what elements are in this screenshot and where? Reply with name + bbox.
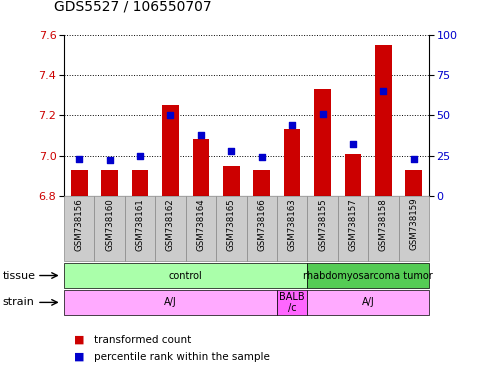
- Text: GSM738163: GSM738163: [287, 198, 297, 250]
- Point: [227, 147, 235, 154]
- Bar: [368, 196, 398, 261]
- Bar: [64, 196, 95, 261]
- Text: transformed count: transformed count: [94, 335, 191, 345]
- Text: GSM738155: GSM738155: [318, 198, 327, 250]
- Point: [258, 154, 266, 160]
- Point: [410, 156, 418, 162]
- Text: GSM738158: GSM738158: [379, 198, 388, 250]
- Bar: [125, 196, 155, 261]
- Text: GSM738157: GSM738157: [349, 198, 357, 250]
- Bar: [277, 290, 307, 315]
- Bar: [216, 196, 246, 261]
- Text: control: control: [169, 270, 203, 281]
- Point: [288, 122, 296, 128]
- Bar: [246, 196, 277, 261]
- Bar: [405, 170, 422, 196]
- Text: tissue: tissue: [2, 270, 35, 281]
- Bar: [284, 129, 300, 196]
- Text: GSM738166: GSM738166: [257, 198, 266, 250]
- Text: GSM738164: GSM738164: [196, 198, 206, 250]
- Bar: [95, 196, 125, 261]
- Text: GSM738161: GSM738161: [136, 198, 144, 250]
- Bar: [155, 196, 186, 261]
- Text: ■: ■: [74, 335, 84, 345]
- Bar: [398, 196, 429, 261]
- Bar: [223, 166, 240, 196]
- Bar: [338, 196, 368, 261]
- Point: [75, 156, 83, 162]
- Bar: [277, 196, 307, 261]
- Point: [349, 141, 357, 147]
- Point: [197, 131, 205, 137]
- Point: [106, 157, 113, 164]
- Text: GDS5527 / 106550707: GDS5527 / 106550707: [54, 0, 212, 13]
- Text: GSM738156: GSM738156: [75, 198, 84, 250]
- Text: GSM738165: GSM738165: [227, 198, 236, 250]
- Bar: [193, 139, 209, 196]
- Bar: [307, 263, 429, 288]
- Bar: [132, 170, 148, 196]
- Text: percentile rank within the sample: percentile rank within the sample: [94, 352, 270, 362]
- Bar: [162, 105, 179, 196]
- Bar: [375, 45, 391, 196]
- Bar: [64, 263, 307, 288]
- Point: [318, 111, 326, 117]
- Bar: [102, 170, 118, 196]
- Bar: [71, 170, 88, 196]
- Bar: [345, 154, 361, 196]
- Point: [380, 88, 387, 94]
- Text: strain: strain: [2, 297, 35, 308]
- Text: GSM738162: GSM738162: [166, 198, 175, 250]
- Point: [136, 152, 144, 159]
- Text: GSM738160: GSM738160: [105, 198, 114, 250]
- Text: ■: ■: [74, 352, 84, 362]
- Text: A/J: A/J: [362, 297, 375, 308]
- Text: rhabdomyosarcoma tumor: rhabdomyosarcoma tumor: [303, 270, 433, 281]
- Text: BALB
/c: BALB /c: [280, 291, 305, 313]
- Bar: [253, 170, 270, 196]
- Bar: [307, 196, 338, 261]
- Bar: [307, 290, 429, 315]
- Bar: [186, 196, 216, 261]
- Text: GSM738159: GSM738159: [409, 198, 418, 250]
- Bar: [64, 290, 277, 315]
- Bar: [314, 89, 331, 196]
- Text: A/J: A/J: [164, 297, 177, 308]
- Point: [167, 112, 175, 118]
